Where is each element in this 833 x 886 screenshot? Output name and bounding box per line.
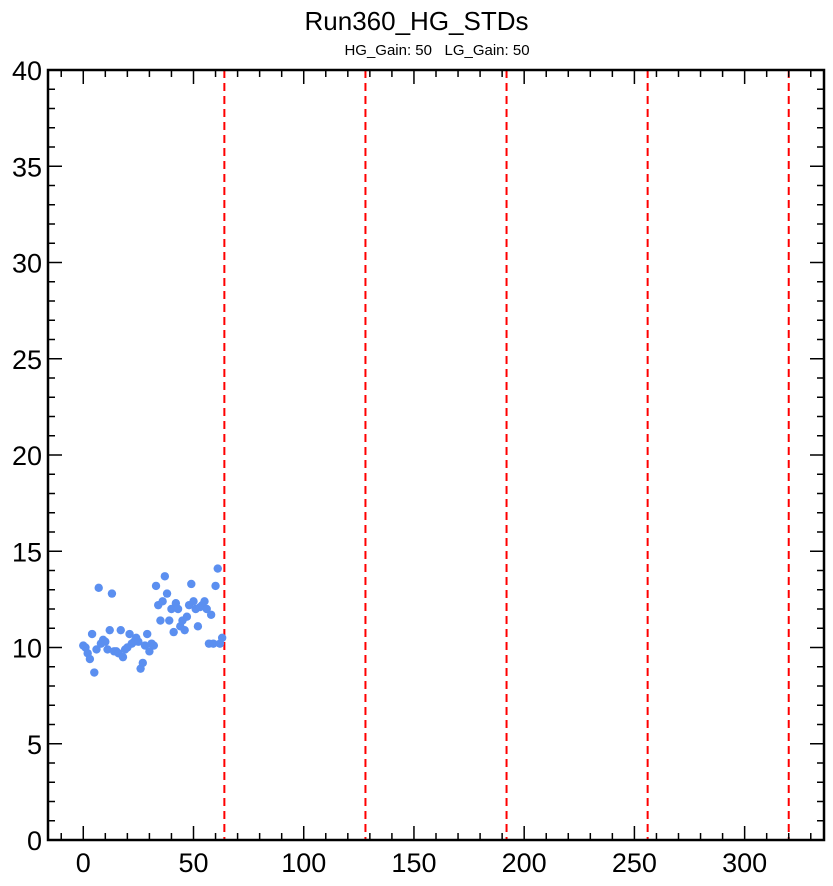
plot-frame bbox=[46, 68, 826, 842]
data-point bbox=[143, 629, 152, 639]
section-divider-lines bbox=[223, 70, 790, 840]
data-point bbox=[217, 633, 227, 643]
data-point bbox=[158, 597, 167, 606]
x-tick-label: 150 bbox=[391, 848, 436, 878]
data-point bbox=[149, 641, 159, 650]
data-point bbox=[182, 612, 192, 621]
data-point bbox=[134, 637, 143, 646]
data-point bbox=[200, 597, 209, 606]
chart-subtitle: HG_Gain: 50 LG_Gain: 50 bbox=[344, 42, 530, 59]
data-point bbox=[173, 604, 183, 614]
y-tick-label: 35 bbox=[12, 152, 42, 182]
data-point bbox=[116, 625, 125, 635]
data-point bbox=[107, 589, 117, 598]
data-point bbox=[156, 616, 165, 625]
x-tick-label: 250 bbox=[612, 848, 657, 878]
y-tick-labels: 0 5 10 15 20 25 30 35 40 bbox=[12, 56, 42, 856]
x-tick-labels: 0 50 100 150 200 250 300 bbox=[76, 848, 767, 878]
y-tick-label: 15 bbox=[12, 537, 42, 567]
data-point bbox=[138, 658, 147, 668]
y-tick-label: 10 bbox=[12, 634, 42, 664]
data-point bbox=[140, 641, 150, 650]
data-point bbox=[92, 645, 101, 654]
y-tick-label: 5 bbox=[27, 730, 42, 760]
axis-ticks bbox=[48, 69, 824, 841]
data-point bbox=[87, 629, 97, 639]
data-point bbox=[85, 654, 95, 664]
data-point bbox=[169, 627, 178, 637]
data-point bbox=[105, 625, 114, 635]
x-tick-label: 100 bbox=[281, 848, 326, 878]
data-point bbox=[189, 597, 198, 606]
data-point bbox=[193, 622, 203, 631]
data-point bbox=[101, 637, 110, 646]
data-point bbox=[125, 629, 134, 639]
x-tick-label: 0 bbox=[76, 848, 91, 878]
data-point bbox=[167, 604, 176, 614]
y-tick-label: 40 bbox=[12, 56, 42, 86]
data-point bbox=[180, 625, 189, 635]
data-points bbox=[79, 564, 227, 677]
data-point bbox=[103, 645, 112, 654]
y-tick-label: 20 bbox=[12, 441, 42, 471]
data-point bbox=[118, 652, 128, 662]
y-tick-label: 0 bbox=[27, 826, 42, 856]
data-point bbox=[202, 604, 211, 614]
data-point bbox=[187, 579, 196, 589]
y-tick-label: 25 bbox=[12, 345, 42, 375]
data-point bbox=[165, 616, 174, 625]
chart-title: Run360_HG_STDs bbox=[304, 6, 529, 36]
data-point bbox=[151, 581, 161, 591]
data-point bbox=[94, 583, 103, 593]
x-tick-label: 200 bbox=[502, 848, 547, 878]
data-point bbox=[209, 639, 218, 648]
data-point bbox=[211, 581, 220, 591]
y-tick-label: 30 bbox=[12, 249, 42, 279]
data-point bbox=[160, 572, 170, 581]
data-point bbox=[162, 589, 172, 598]
x-tick-label: 300 bbox=[722, 848, 767, 878]
data-point bbox=[206, 610, 216, 619]
data-point bbox=[213, 564, 222, 573]
data-point bbox=[90, 668, 99, 677]
data-point bbox=[145, 647, 154, 656]
x-tick-label: 50 bbox=[178, 848, 208, 878]
